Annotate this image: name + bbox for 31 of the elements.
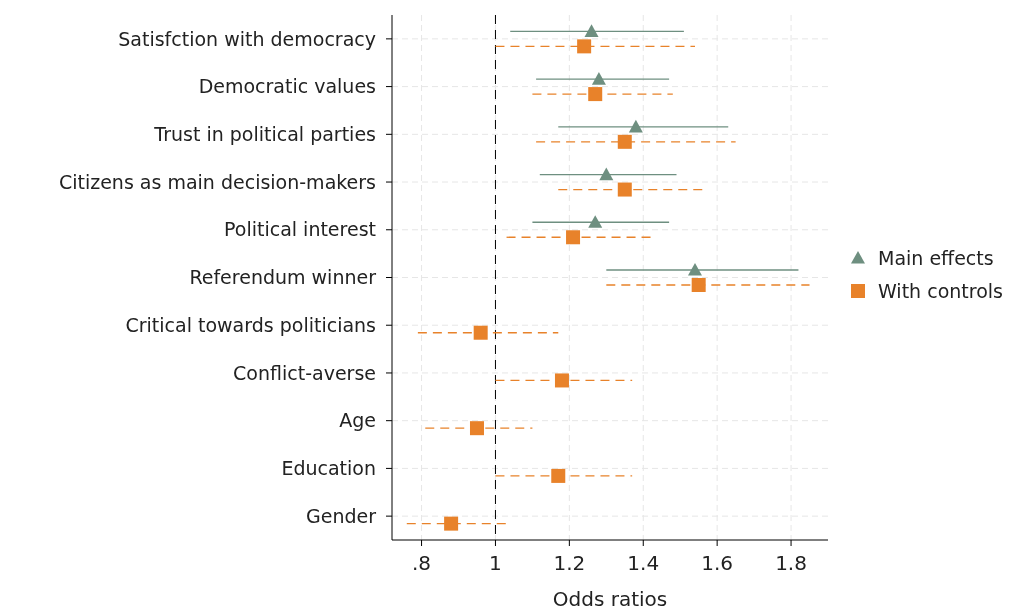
x-tick-label: 1.6 xyxy=(701,551,734,575)
point xyxy=(469,421,484,436)
y-tick-label: Conflict-averse xyxy=(233,361,376,384)
y-tick-label: Referendum winner xyxy=(189,266,377,289)
point xyxy=(617,182,632,197)
y-tick-label: Democratic values xyxy=(198,75,376,98)
legend-label: With controls xyxy=(878,279,1003,302)
y-tick-label: Education xyxy=(281,457,376,480)
y-tick-label: Gender xyxy=(305,504,377,527)
x-tick-label: 1.4 xyxy=(627,551,660,575)
x-tick-label: 1.2 xyxy=(553,551,586,575)
y-tick-label: Critical towards politicians xyxy=(125,313,376,336)
point xyxy=(566,230,581,245)
y-tick-label: Age xyxy=(339,409,376,432)
x-tick-label: 1.8 xyxy=(775,551,807,575)
point xyxy=(691,278,706,292)
legend-label: Main effects xyxy=(878,246,994,269)
y-tick-label: Trust in political parties xyxy=(153,122,376,145)
y-tick-label: Political interest xyxy=(224,218,376,241)
point xyxy=(551,468,566,483)
x-tick-label: .8 xyxy=(412,551,432,575)
point xyxy=(554,373,569,388)
y-tick-label: Satisfction with democracy xyxy=(118,27,376,50)
x-tick-label: 1 xyxy=(489,551,502,575)
point xyxy=(617,134,632,149)
x-axis-title: Odds ratios xyxy=(552,587,668,610)
point xyxy=(577,39,592,54)
point xyxy=(473,325,488,340)
y-tick-label: Citizens as main decision-makers xyxy=(58,170,376,193)
point xyxy=(588,87,603,102)
point xyxy=(444,516,459,531)
